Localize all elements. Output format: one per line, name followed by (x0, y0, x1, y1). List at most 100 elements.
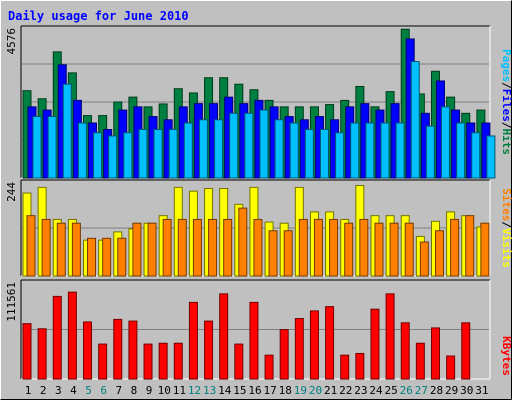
x-tick-label-1: 1 (25, 384, 32, 397)
bar-sites-day-6 (102, 237, 112, 277)
x-tick-label-2: 2 (40, 384, 47, 397)
x-tick-label-7: 7 (116, 384, 123, 397)
bar-kbytes-day-9 (143, 343, 153, 380)
x-tick-label-15: 15 (233, 384, 246, 397)
bar-pages-day-16 (259, 109, 269, 179)
bar-sites-day-19 (298, 218, 308, 277)
bar-kbytes-day-17 (264, 354, 274, 380)
legend-files: Files (500, 89, 512, 122)
x-tick-label-21: 21 (324, 384, 337, 397)
bar-pages-day-18 (289, 122, 299, 179)
bar-sites-day-28 (434, 230, 444, 277)
bar-kbytes-day-26 (400, 322, 410, 380)
x-tick-label-26: 26 (400, 384, 413, 397)
bar-pages-day-2 (47, 116, 57, 179)
bar-kbytes-day-30 (461, 322, 471, 380)
bar-pages-day-3 (62, 83, 72, 179)
x-tick-label-13: 13 (203, 384, 216, 397)
bar-kbytes-day-2 (37, 328, 47, 380)
bar-sites-day-11 (177, 218, 187, 277)
bar-kbytes-day-24 (370, 308, 380, 380)
x-tick-label-9: 9 (146, 384, 153, 397)
bar-pages-day-8 (138, 128, 148, 179)
x-tick-label-30: 30 (460, 384, 473, 397)
x-tick-label-28: 28 (430, 384, 443, 397)
panel-kbytes-max-label: 111561 (5, 282, 18, 322)
bar-sites-day-7 (117, 237, 127, 277)
bar-kbytes-day-23 (355, 352, 365, 380)
bar-sites-day-24 (374, 222, 384, 277)
bar-kbytes-day-4 (67, 291, 77, 380)
bar-sites-day-15 (238, 207, 248, 277)
x-tick-label-22: 22 (339, 384, 352, 397)
bar-pages-day-14 (229, 112, 239, 179)
bar-sites-day-14 (223, 218, 233, 277)
bar-kbytes-day-15 (234, 343, 244, 380)
bar-sites-day-10 (162, 218, 172, 277)
bar-kbytes-day-10 (158, 342, 168, 380)
series-hits (22, 28, 486, 179)
legend-separator: / (500, 82, 512, 89)
legend-requests: Pages/Files/Hits (500, 49, 512, 155)
x-tick-label-31: 31 (475, 384, 488, 397)
bar-sites-day-29 (450, 218, 460, 277)
x-tick-label-4: 4 (70, 384, 77, 397)
legend-kbytes: KBytes (500, 336, 512, 376)
bar-kbytes-day-16 (249, 301, 259, 380)
panel-visits: 244 (5, 179, 491, 277)
bar-pages-day-17 (274, 119, 284, 179)
bar-sites-day-5 (87, 237, 97, 277)
bar-kbytes-day-21 (325, 306, 335, 380)
legend-kbytes: KBytes (500, 336, 512, 376)
bar-pages-day-27 (425, 125, 435, 179)
legend-separator: / (500, 221, 512, 228)
bar-pages-day-26 (410, 61, 420, 179)
bar-pages-day-19 (304, 128, 314, 179)
bar-pages-day-12 (198, 119, 208, 179)
bar-kbytes-day-7 (113, 318, 123, 380)
bar-pages-day-20 (319, 128, 329, 179)
bar-sites-day-18 (283, 230, 293, 277)
bar-kbytes-day-11 (173, 342, 183, 380)
x-tick-label-25: 25 (385, 384, 398, 397)
bar-sites-day-1 (26, 215, 36, 277)
x-tick-label-12: 12 (188, 384, 201, 397)
x-tick-label-19: 19 (294, 384, 307, 397)
bar-pages-day-11 (183, 122, 193, 179)
bar-kbytes-day-27 (415, 342, 425, 380)
series-files (27, 38, 491, 179)
bar-sites-day-23 (359, 218, 369, 277)
legend-pages: Pages (500, 49, 512, 82)
bar-kbytes-day-13 (204, 320, 214, 380)
legend-hits: Hits (500, 129, 512, 156)
x-tick-label-20: 20 (309, 384, 322, 397)
bar-pages-day-6 (108, 135, 118, 179)
bar-pages-day-9 (153, 128, 163, 179)
bar-pages-day-24 (380, 122, 390, 179)
bar-sites-day-25 (389, 222, 399, 277)
bar-kbytes-day-1 (22, 323, 32, 380)
bar-sites-day-12 (192, 218, 202, 277)
bar-kbytes-day-19 (294, 318, 304, 380)
chart-title: Daily usage for June 2010 (8, 9, 189, 23)
series-pages (32, 61, 496, 179)
panel-requests-max-label: 4576 (5, 28, 18, 55)
bar-pages-day-1 (32, 116, 42, 179)
x-tick-label-14: 14 (218, 384, 232, 397)
legend-separator: / (500, 122, 512, 129)
bar-sites-day-2 (41, 218, 51, 277)
panel-visits-max-label: 244 (5, 182, 18, 202)
bar-kbytes-day-29 (446, 355, 456, 380)
x-tick-label-27: 27 (415, 384, 428, 397)
x-tick-label-18: 18 (279, 384, 292, 397)
bar-pages-day-31 (486, 135, 496, 179)
bar-pages-day-22 (350, 122, 360, 179)
bar-pages-day-29 (456, 122, 466, 179)
bar-pages-day-5 (93, 132, 103, 179)
bar-kbytes-day-28 (430, 327, 440, 380)
x-tick-label-10: 10 (158, 384, 171, 397)
bar-sites-day-9 (147, 222, 157, 277)
bar-sites-day-31 (480, 222, 490, 277)
